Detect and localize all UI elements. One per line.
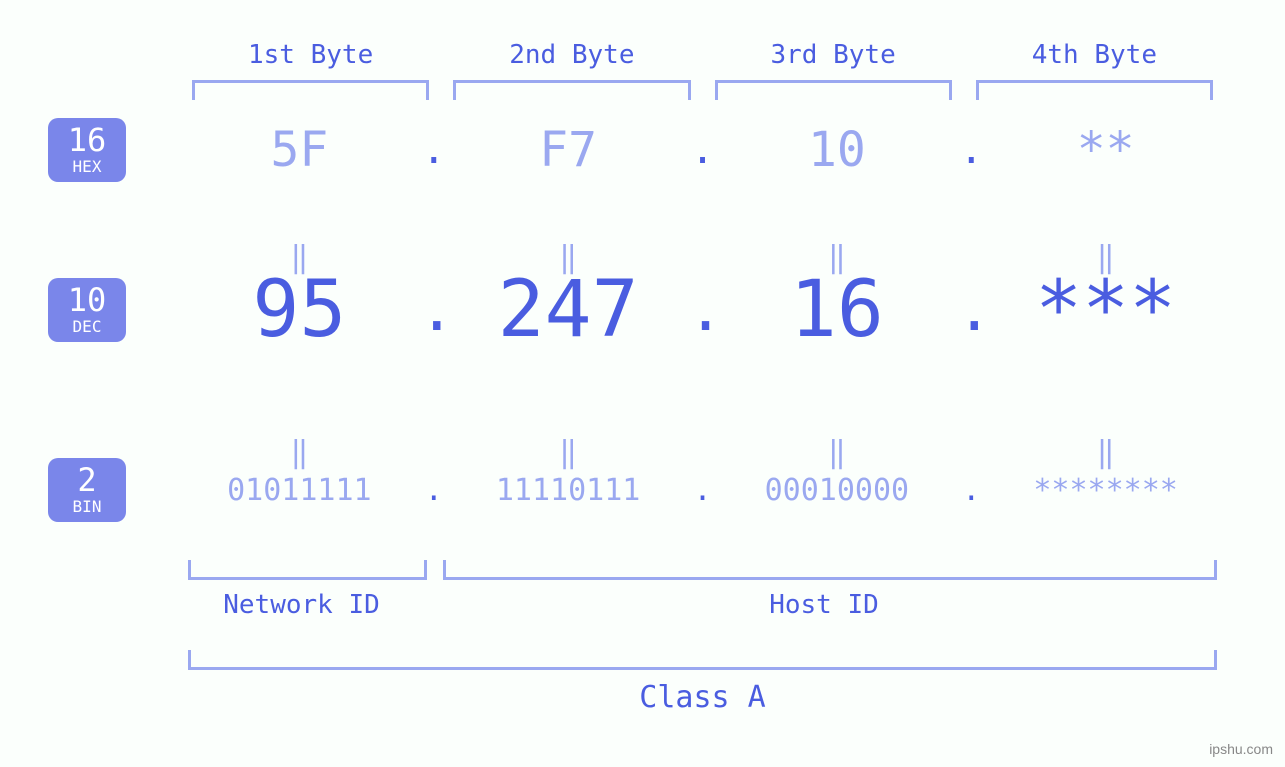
equals-icon: ‖ [180,435,419,470]
bin-cells: 01011111 . 11110111 . 00010000 . *******… [180,473,1225,508]
bin-byte-1: 01011111 [180,473,419,508]
class-bracket-icon [188,650,1217,670]
bin-badge: 2 BIN [48,458,126,522]
byte-header-4: 4th Byte [964,40,1225,70]
bracket-icon [443,560,1217,580]
dec-badge-num: 10 [48,284,126,316]
dec-badge-label: DEC [48,316,126,338]
dot-separator: . [419,473,449,508]
dot-separator: . [688,127,718,173]
network-id-label: Network ID [180,590,423,620]
watermark: ipshu.com [1209,741,1273,757]
hex-byte-4: ** [986,122,1225,178]
bin-byte-2: 11110111 [449,473,688,508]
hex-badge-label: HEX [48,156,126,178]
hex-byte-3: 10 [718,122,957,178]
dec-cells: 95 . 247 . 16 . *** [180,265,1225,355]
byte-header-2: 2nd Byte [441,40,702,70]
bracket-icon [715,80,952,100]
dec-badge: 10 DEC [48,278,126,342]
bin-byte-4: ******** [986,473,1225,508]
dot-separator: . [419,127,449,173]
dot-separator: . [688,473,718,508]
bin-badge-label: BIN [48,496,126,518]
top-brackets [180,80,1225,100]
bin-byte-3: 00010000 [718,473,957,508]
dot-separator: . [956,473,986,508]
bracket-icon [976,80,1213,100]
bin-badge-num: 2 [48,464,126,496]
hex-badge: 16 HEX [48,118,126,182]
dec-byte-1: 95 [180,265,419,355]
hex-byte-2: F7 [449,122,688,178]
byte-header-3: 3rd Byte [703,40,964,70]
hex-badge-num: 16 [48,124,126,156]
equals-icon: ‖ [718,435,957,470]
host-id-label: Host ID [423,590,1225,620]
hex-cells: 5F . F7 . 10 . ** [180,122,1225,178]
dec-byte-4: *** [986,265,1225,355]
dot-separator: . [956,127,986,173]
byte-header-1: 1st Byte [180,40,441,70]
bracket-icon [453,80,690,100]
network-host-brackets [180,560,1225,580]
equals-icon: ‖ [449,435,688,470]
byte-headers-row: 1st Byte 2nd Byte 3rd Byte 4th Byte [180,40,1225,70]
bracket-icon [188,560,427,580]
class-label: Class A [180,680,1225,715]
equals-row-2: ‖ ‖ ‖ ‖ [180,435,1225,470]
equals-icon: ‖ [986,435,1225,470]
network-host-labels: Network ID Host ID [180,590,1225,620]
dot-separator: . [419,275,449,345]
dot-separator: . [956,275,986,345]
dec-byte-2: 247 [449,265,688,355]
hex-byte-1: 5F [180,122,419,178]
bracket-icon [192,80,429,100]
dot-separator: . [688,275,718,345]
dec-byte-3: 16 [718,265,957,355]
